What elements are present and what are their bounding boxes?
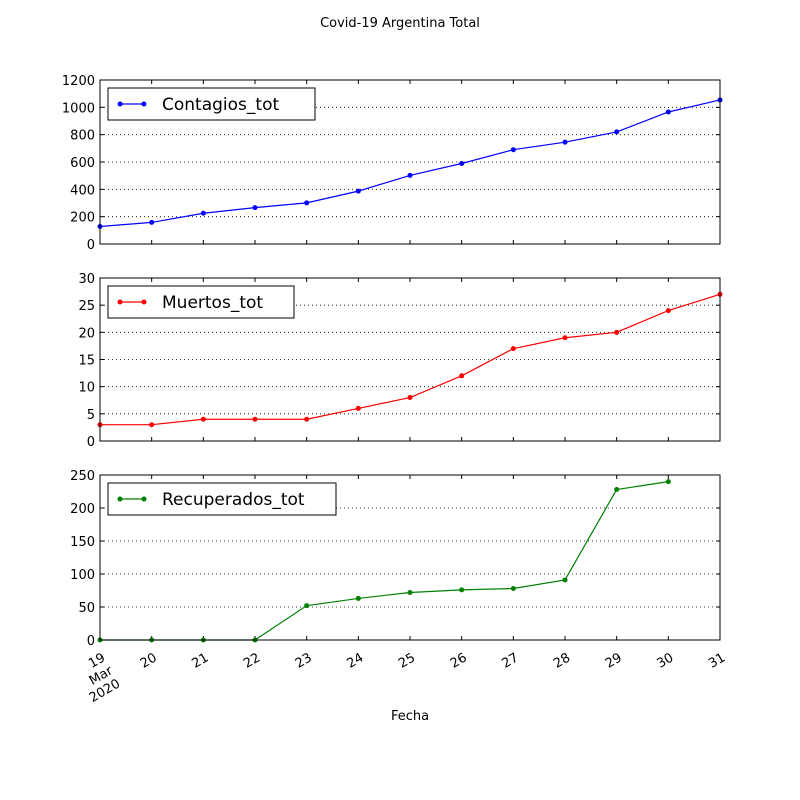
y-tick-label: 150 (70, 535, 95, 550)
legend-marker (141, 299, 147, 305)
y-tick-label: 600 (70, 156, 95, 171)
x-tick-label: 28 (551, 650, 573, 671)
y-tick-label: 1000 (62, 101, 95, 116)
data-point (562, 577, 568, 583)
data-point (252, 205, 258, 211)
panel-1: 0 200 400 600 800 1000 1200 Contagios_tot (62, 74, 723, 253)
y-tick-label: 0 (87, 238, 95, 253)
y-tick-label: 0 (87, 634, 95, 649)
data-point (562, 139, 568, 145)
data-point (355, 188, 361, 194)
y-tick-label: 100 (70, 568, 95, 583)
axes-frame (99, 474, 721, 641)
data-point (614, 129, 620, 135)
data-point (200, 210, 206, 216)
y-tick-label: 20 (78, 326, 95, 341)
legend-label: Recuperados_tot (162, 490, 305, 510)
data-point (665, 109, 671, 115)
x-tick-label: 26 (448, 650, 470, 671)
data-point (510, 586, 516, 592)
data-point (510, 147, 516, 153)
data-point (355, 405, 361, 411)
y-tick-label: 200 (70, 502, 95, 517)
y-tick-label: 5 (87, 408, 95, 423)
legend-marker (141, 496, 147, 502)
data-point (355, 595, 361, 601)
data-point (665, 308, 671, 314)
data-point (407, 172, 413, 178)
y-tick-label: 50 (78, 601, 95, 616)
data-point (459, 587, 465, 593)
y-tick-label: 200 (70, 211, 95, 226)
x-tick-label: 29 (603, 650, 625, 671)
data-point (304, 200, 310, 206)
legend-marker (117, 101, 123, 107)
panel-3: 0 50 100 150 200 250 Recuperados_tot (70, 469, 721, 649)
y-tick-label: 800 (70, 129, 95, 144)
panel-2: 0 5 10 15 20 25 30 Muertos_tot (78, 272, 723, 450)
x-tick-label: 20 (138, 650, 160, 671)
y-tick-label: 1200 (62, 74, 95, 89)
legend-marker (117, 299, 123, 305)
legend-box (107, 285, 295, 319)
data-point (459, 161, 465, 167)
y-tick-label: 25 (78, 299, 95, 314)
y-tick-label: 30 (78, 272, 95, 287)
x-axis-ticks: 19Mar2020 20 21 22 23 24 25 26 27 28 29 30 31 (72, 650, 728, 706)
data-point (510, 346, 516, 352)
legend-label: Muertos_tot (162, 293, 263, 313)
y-tick-label: 400 (70, 183, 95, 198)
data-point (149, 422, 155, 428)
data-point (614, 329, 620, 335)
data-point (200, 416, 206, 422)
y-tick-label: 10 (78, 381, 95, 396)
legend: Muertos_tot (107, 285, 295, 319)
data-point (459, 373, 465, 379)
data-point (304, 416, 310, 422)
legend-marker (117, 496, 123, 502)
y-tick-label: 0 (87, 435, 95, 450)
chart-panels: 020040060080010001200Contagios_tot051015… (62, 74, 723, 649)
x-tick-label: 30 (655, 650, 677, 671)
data-point (562, 335, 568, 341)
data-point (407, 395, 413, 401)
legend: Contagios_tot (107, 87, 316, 121)
axes-frame (99, 277, 721, 442)
data-point (304, 603, 310, 609)
x-tick-label: 31 (706, 650, 728, 671)
data-point (407, 589, 413, 595)
y-tick-label: 250 (70, 469, 95, 484)
x-tick-label: 22 (241, 650, 263, 671)
y-tick-label: 15 (78, 354, 95, 369)
data-point (149, 219, 155, 225)
x-tick-label: 19Mar2020 (72, 650, 124, 706)
axes-frame (99, 79, 721, 245)
x-tick-label: 25 (396, 650, 418, 671)
legend-marker (141, 101, 147, 107)
x-tick-label: 21 (190, 650, 212, 671)
legend-label: Contagios_tot (162, 95, 279, 115)
x-tick-label: 24 (345, 650, 367, 671)
x-tick-label: 27 (500, 650, 522, 671)
data-point (614, 487, 620, 493)
x-axis-label: Fecha (391, 709, 429, 724)
data-point (665, 479, 671, 485)
x-tick-label: 23 (293, 650, 315, 671)
chart-title: Covid-19 Argentina Total (320, 16, 480, 31)
legend: Recuperados_tot (107, 482, 337, 516)
data-point (252, 416, 258, 422)
